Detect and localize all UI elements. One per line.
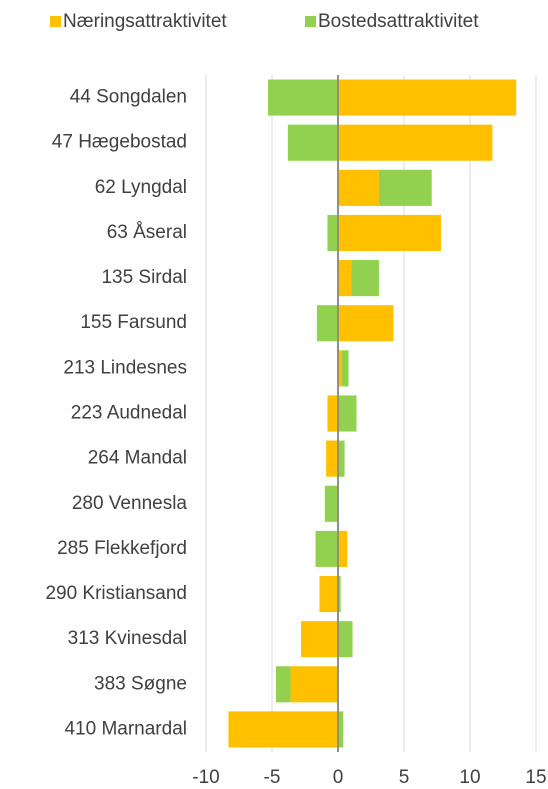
y-tick-label: 47 Hægebostad (52, 132, 187, 153)
bar (268, 79, 338, 116)
bar (315, 530, 338, 567)
bar (338, 260, 352, 297)
legend-swatch (50, 16, 61, 27)
bar (327, 214, 338, 252)
bar (228, 711, 338, 748)
legend-label: Bostedsattraktivitet (318, 11, 479, 32)
y-tick-label: 383 Søgne (94, 673, 187, 694)
x-tick-label: -5 (264, 767, 281, 788)
bar (338, 169, 379, 206)
y-tick-label: 410 Marnardal (64, 718, 187, 739)
bar (275, 666, 291, 703)
bar (338, 214, 441, 252)
x-tick-label: 15 (525, 767, 546, 788)
bar (287, 124, 338, 161)
bar (378, 169, 432, 206)
y-tick-label: 44 Songdalen (70, 87, 187, 108)
bar (338, 305, 394, 342)
bar (338, 440, 345, 477)
bar (338, 124, 493, 161)
bar (338, 711, 344, 748)
legend-swatch (305, 16, 316, 27)
x-tick-label: 10 (459, 767, 480, 788)
x-tick-label: 0 (333, 767, 344, 788)
y-tick-label: 264 Mandal (88, 448, 187, 469)
y-tick-label: 223 Audnedal (71, 403, 187, 424)
bar (338, 575, 341, 613)
y-tick-label: 155 Farsund (80, 312, 187, 333)
y-tick-label: 285 Flekkefjord (57, 538, 187, 559)
bar (338, 79, 517, 116)
y-tick-label: 62 Lyngdal (95, 177, 187, 198)
bar (341, 350, 349, 387)
bar (319, 575, 338, 613)
bar (338, 395, 357, 432)
legend-label: Næringsattraktivitet (63, 11, 227, 32)
bar (290, 666, 338, 703)
x-tick-label: 5 (399, 767, 410, 788)
bar (301, 621, 338, 658)
y-tick-label: 280 Vennesla (72, 493, 188, 514)
y-tick-label: 63 Åseral (107, 222, 187, 243)
bar (351, 260, 379, 297)
bar (316, 305, 338, 342)
bar (326, 440, 338, 477)
y-tick-label: 290 Kristiansand (45, 583, 187, 604)
bar (324, 485, 338, 522)
x-tick-label: -10 (192, 767, 219, 788)
bar (338, 530, 348, 567)
y-tick-label: 313 Kvinesdal (68, 628, 187, 649)
bar (338, 621, 353, 658)
bar (338, 350, 342, 387)
y-tick-label: 135 Sirdal (101, 267, 187, 288)
bar (327, 395, 338, 432)
y-tick-label: 213 Lindesnes (63, 357, 187, 378)
